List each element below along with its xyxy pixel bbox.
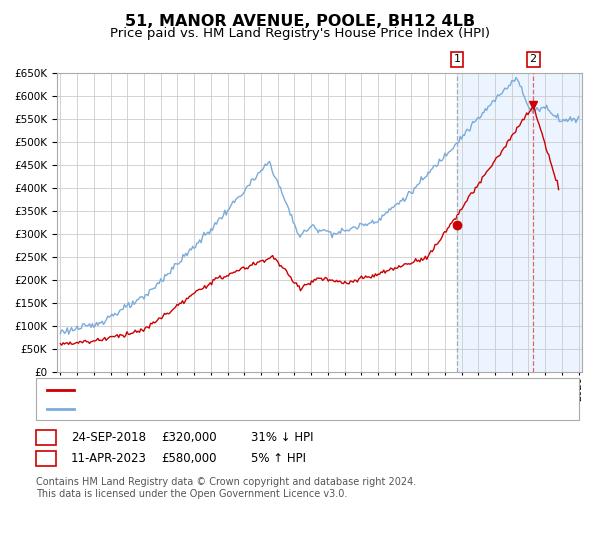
Text: 11-APR-2023: 11-APR-2023 bbox=[71, 452, 146, 465]
Text: Contains HM Land Registry data © Crown copyright and database right 2024.
This d: Contains HM Land Registry data © Crown c… bbox=[36, 477, 416, 499]
Text: 1: 1 bbox=[454, 54, 461, 64]
Text: 2: 2 bbox=[42, 452, 50, 465]
Bar bbox=[457, 73, 599, 372]
Text: 5% ↑ HPI: 5% ↑ HPI bbox=[251, 452, 306, 465]
Text: 51, MANOR AVENUE, POOLE, BH12 4LB (detached house): 51, MANOR AVENUE, POOLE, BH12 4LB (detac… bbox=[81, 384, 418, 397]
Text: £580,000: £580,000 bbox=[161, 452, 217, 465]
Text: £320,000: £320,000 bbox=[161, 431, 217, 445]
Text: 24-SEP-2018: 24-SEP-2018 bbox=[71, 431, 146, 445]
Text: HPI: Average price, detached house, Bournemouth Christchurch and Poole: HPI: Average price, detached house, Bour… bbox=[81, 403, 520, 416]
Text: 31% ↓ HPI: 31% ↓ HPI bbox=[251, 431, 313, 445]
Text: 2: 2 bbox=[530, 54, 537, 64]
Text: 1: 1 bbox=[42, 431, 50, 445]
Text: 51, MANOR AVENUE, POOLE, BH12 4LB: 51, MANOR AVENUE, POOLE, BH12 4LB bbox=[125, 14, 475, 29]
Text: Price paid vs. HM Land Registry's House Price Index (HPI): Price paid vs. HM Land Registry's House … bbox=[110, 27, 490, 40]
